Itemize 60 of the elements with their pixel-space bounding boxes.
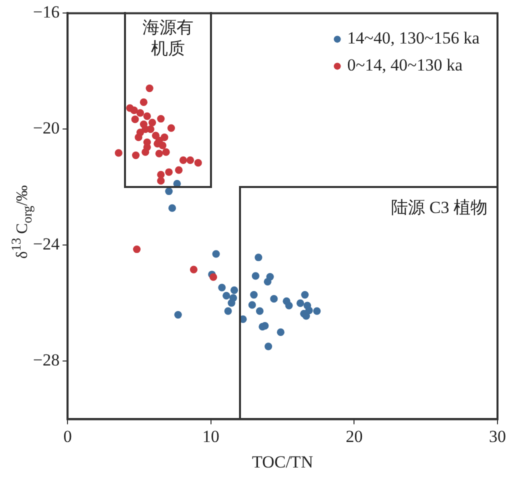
point [114, 149, 122, 157]
x-tick-label: 20 [346, 426, 363, 446]
point [179, 156, 188, 164]
x-tick-label: 10 [202, 426, 220, 446]
point [143, 112, 151, 120]
y-tick-label: −16 [32, 2, 60, 22]
point [136, 128, 144, 136]
point [133, 245, 141, 254]
x-axis-title: TOC/TN [252, 452, 314, 472]
y-tick-label: −28 [32, 350, 60, 370]
point [158, 142, 166, 150]
y-tick-label: −24 [32, 234, 60, 254]
point [140, 98, 148, 106]
x-tick-label: 0 [63, 426, 72, 446]
point [162, 148, 170, 156]
point [250, 290, 258, 299]
point [146, 84, 154, 92]
point [157, 177, 165, 185]
point [157, 114, 165, 123]
point [165, 168, 173, 176]
point [132, 152, 140, 160]
point [313, 307, 321, 315]
point [155, 150, 163, 158]
annotation: 海源有机质 [141, 17, 194, 60]
legend-label: 0~14, 40~130 ka [347, 56, 463, 75]
point [252, 272, 260, 280]
point [131, 116, 139, 124]
y-tick-label: −20 [32, 118, 60, 138]
point [174, 166, 183, 174]
point [148, 118, 156, 126]
point [230, 286, 238, 294]
point [130, 106, 138, 114]
point [301, 290, 309, 299]
point [264, 342, 272, 350]
x-tick-label: 30 [489, 426, 506, 446]
point [285, 302, 293, 310]
point [276, 328, 284, 336]
point [270, 295, 278, 303]
point [222, 292, 230, 300]
point [228, 299, 236, 307]
point [248, 301, 256, 309]
point [165, 187, 173, 196]
point [264, 278, 272, 286]
point [168, 204, 176, 212]
point [254, 254, 262, 262]
point [218, 284, 226, 292]
legend-label: 14~40, 130~156 ka [347, 28, 480, 48]
point [212, 250, 220, 258]
point [210, 273, 218, 281]
point [296, 299, 304, 307]
point [174, 311, 182, 319]
point [190, 266, 198, 274]
point [194, 159, 202, 167]
point [136, 109, 144, 117]
point [142, 148, 150, 156]
point [167, 124, 175, 132]
point [256, 307, 264, 315]
point [224, 307, 232, 315]
annotation: 陆源 C3 植物 [391, 197, 488, 218]
point [186, 156, 194, 164]
